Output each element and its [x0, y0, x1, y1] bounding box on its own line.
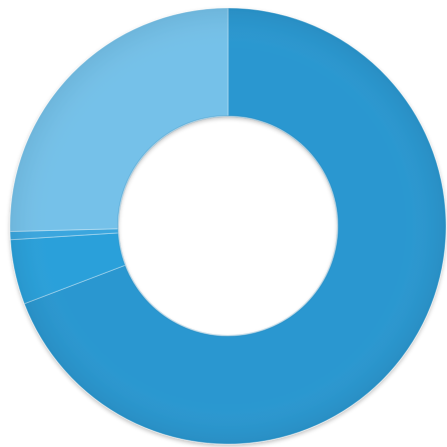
donut-hole-edge: [117, 115, 339, 337]
donut-slice-4: [9, 7, 229, 232]
donut-slices: [9, 7, 447, 445]
